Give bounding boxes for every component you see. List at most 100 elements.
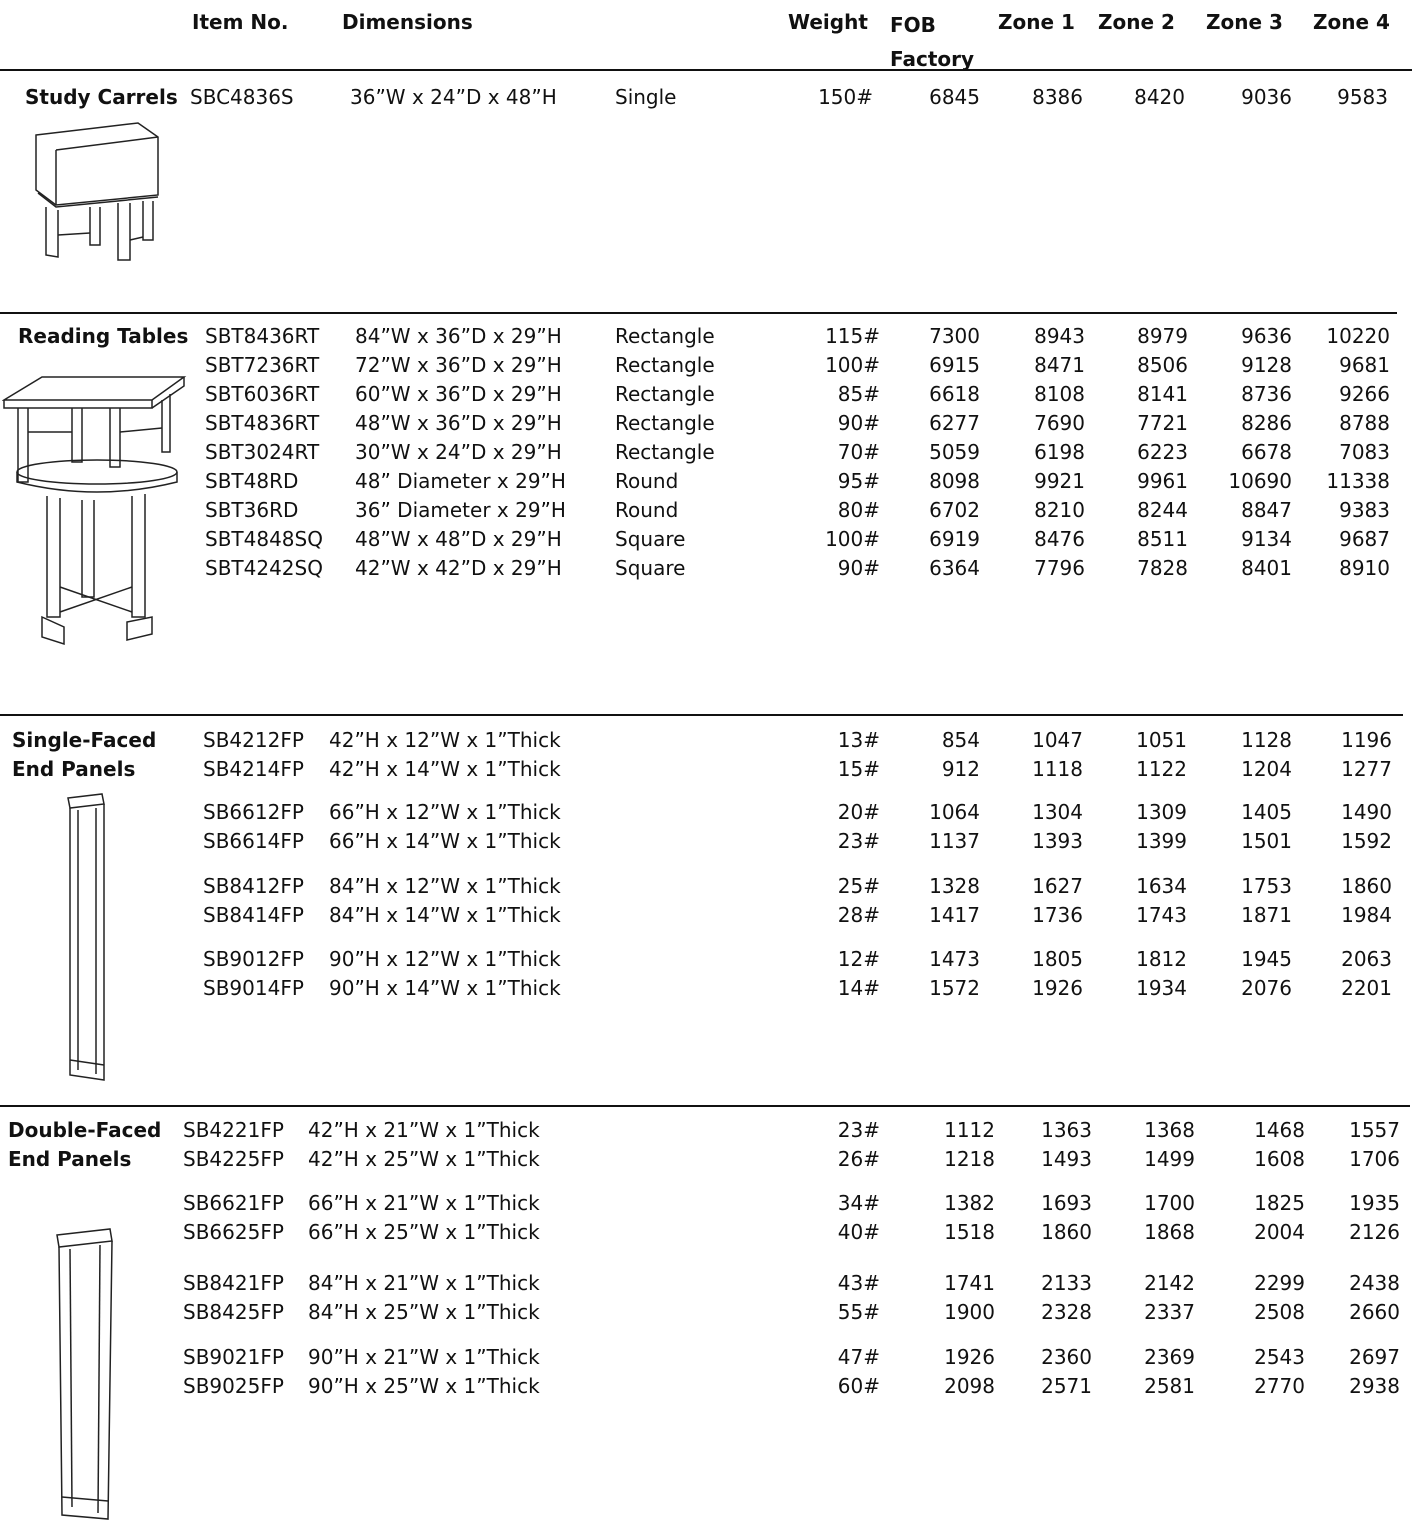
zone-price: 2438 (1349, 1271, 1400, 1295)
zone-price: 1627 (1032, 874, 1083, 898)
header-zone: Zone 1 (998, 10, 1075, 34)
fob-price: 1218 (944, 1147, 995, 1171)
panel-illustration (67, 793, 105, 1081)
weight: 95# (837, 469, 880, 493)
zone-price: 8979 (1137, 324, 1188, 348)
item-no: SBT7236RT (205, 353, 320, 377)
shape: Square (615, 527, 686, 551)
zone-price: 1592 (1341, 829, 1392, 853)
zone-price: 2142 (1144, 1271, 1195, 1295)
dimensions: 36” Diameter x 29”H (355, 498, 566, 522)
weight: 70# (837, 440, 880, 464)
table-illustration (2, 376, 187, 646)
fob-price: 6618 (929, 382, 980, 406)
zone-price: 1368 (1144, 1118, 1195, 1142)
item-no: SB9012FP (203, 947, 304, 971)
zone-price: 11338 (1326, 469, 1390, 493)
dimensions: 42”H x 25”W x 1”Thick (308, 1147, 540, 1171)
zone-price: 8476 (1034, 527, 1085, 551)
dimensions: 66”H x 21”W x 1”Thick (308, 1191, 540, 1215)
zone-price: 1468 (1254, 1118, 1305, 1142)
item-no: SB6612FP (203, 800, 304, 824)
zone-price: 1490 (1341, 800, 1392, 824)
fob-price: 1382 (944, 1191, 995, 1215)
dimensions: 42”H x 21”W x 1”Thick (308, 1118, 540, 1142)
shape: Single (615, 85, 677, 109)
fob-price: 854 (941, 728, 980, 752)
fob-price: 1473 (929, 947, 980, 971)
item-no: SB4225FP (183, 1147, 284, 1171)
zone-price: 1868 (1144, 1220, 1195, 1244)
header-item: Item No. (192, 10, 289, 34)
zone-price: 2328 (1041, 1300, 1092, 1324)
zone-price: 1399 (1136, 829, 1187, 853)
section-title: Double-Faced End Panels (8, 1118, 162, 1171)
zone-price: 1805 (1032, 947, 1083, 971)
weight: 14# (837, 976, 880, 1000)
zone-price: 2697 (1349, 1345, 1400, 1369)
zone-price: 1634 (1136, 874, 1187, 898)
fob-price: 8098 (929, 469, 980, 493)
zone-price: 2543 (1254, 1345, 1305, 1369)
dimensions: 84”W x 36”D x 29”H (355, 324, 562, 348)
zone-price: 8788 (1339, 411, 1390, 435)
zone-price: 9921 (1034, 469, 1085, 493)
fob-price: 6364 (929, 556, 980, 580)
zone-price: 2571 (1041, 1374, 1092, 1398)
section-title: Study Carrels (25, 85, 178, 109)
weight: 55# (837, 1300, 880, 1324)
zone-price: 2337 (1144, 1300, 1195, 1324)
zone-price: 1304 (1032, 800, 1083, 824)
zone-price: 1493 (1041, 1147, 1092, 1171)
zone-price: 1499 (1144, 1147, 1195, 1171)
zone-price: 1871 (1241, 903, 1292, 927)
zone-price: 7828 (1137, 556, 1188, 580)
zone-price: 1393 (1032, 829, 1083, 853)
header-zone: Zone 2 (1098, 10, 1175, 34)
zone-price: 2004 (1254, 1220, 1305, 1244)
fob-price: 1518 (944, 1220, 995, 1244)
item-no: SB9021FP (183, 1345, 284, 1369)
item-no: SB6614FP (203, 829, 304, 853)
zone-price: 10220 (1326, 324, 1390, 348)
fob-price: 1900 (944, 1300, 995, 1324)
rule (0, 69, 1412, 71)
zone-price: 1405 (1241, 800, 1292, 824)
zone-price: 9681 (1339, 353, 1390, 377)
weight: 15# (837, 757, 880, 781)
weight: 90# (837, 411, 880, 435)
zone-price: 1860 (1041, 1220, 1092, 1244)
shape: Rectangle (615, 382, 715, 406)
zone-price: 9687 (1339, 527, 1390, 551)
header-weight: Weight (788, 10, 868, 34)
zone-price: 8736 (1241, 382, 1292, 406)
zone-price: 9266 (1339, 382, 1390, 406)
weight: 100# (825, 353, 880, 377)
weight: 43# (837, 1271, 880, 1295)
dimensions: 84”H x 25”W x 1”Thick (308, 1300, 540, 1324)
zone-price: 1128 (1241, 728, 1292, 752)
zone-price: 1277 (1341, 757, 1392, 781)
zone-price: 1196 (1341, 728, 1392, 752)
dimensions: 42”H x 12”W x 1”Thick (329, 728, 561, 752)
dimensions: 48” Diameter x 29”H (355, 469, 566, 493)
zone-price: 9583 (1337, 85, 1388, 109)
zone-price: 1118 (1032, 757, 1083, 781)
item-no: SBT4836RT (205, 411, 320, 435)
panel-illustration (56, 1228, 113, 1520)
dimensions: 30”W x 24”D x 29”H (355, 440, 562, 464)
zone-price: 2369 (1144, 1345, 1195, 1369)
zone-price: 6198 (1034, 440, 1085, 464)
weight: 25# (837, 874, 880, 898)
zone-price: 1736 (1032, 903, 1083, 927)
zone-price: 8386 (1032, 85, 1083, 109)
zone-price: 8506 (1137, 353, 1188, 377)
rule (0, 714, 1403, 716)
zone-price: 10690 (1228, 469, 1292, 493)
fob-price: 6915 (929, 353, 980, 377)
zone-price: 8108 (1034, 382, 1085, 406)
dimensions: 36”W x 24”D x 48”H (350, 85, 557, 109)
weight: 90# (837, 556, 880, 580)
zone-price: 9383 (1339, 498, 1390, 522)
